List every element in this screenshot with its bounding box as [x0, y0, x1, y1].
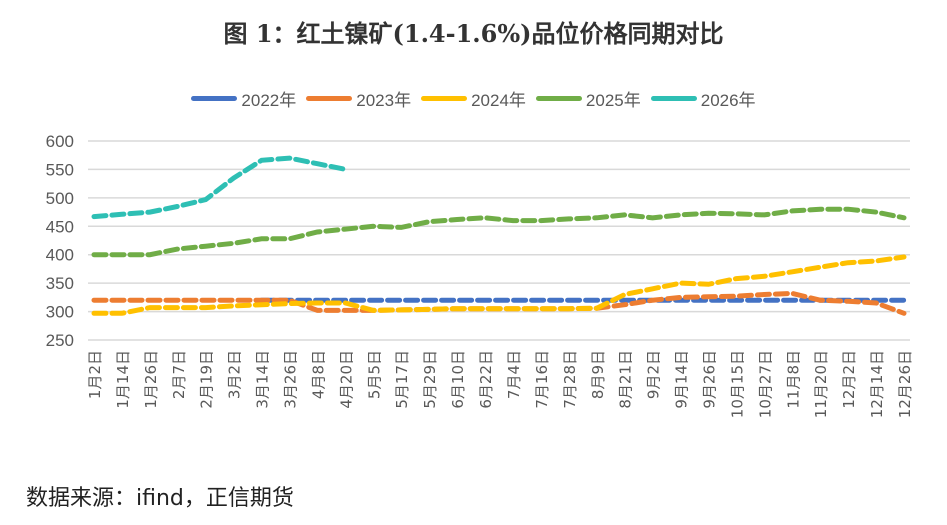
y-tick-label: 550 — [46, 160, 74, 179]
legend-swatch — [650, 96, 697, 101]
legend-label: 2026年 — [700, 91, 756, 110]
x-tick-label: 8月9日 — [589, 350, 607, 399]
y-tick-label: 600 — [46, 132, 74, 151]
legend-swatch — [191, 96, 238, 101]
x-tick-label: 12月26日 — [896, 350, 914, 418]
x-tick-label: 2月7日 — [170, 350, 188, 399]
legend-swatch — [421, 96, 468, 101]
x-tick-label: 5月17日 — [393, 350, 411, 409]
x-tick-label: 12月2日 — [840, 350, 858, 409]
x-tick-label: 9月26日 — [700, 350, 718, 409]
legend-item: 2023年 — [306, 86, 411, 111]
y-tick-label: 350 — [46, 274, 74, 293]
x-tick-label: 5月29日 — [421, 350, 439, 409]
x-tick-label: 3月14日 — [254, 350, 272, 409]
legend-label: 2023年 — [356, 91, 412, 110]
x-tick-label: 1月2日 — [86, 350, 104, 399]
legend-label: 2022年 — [241, 91, 297, 110]
x-tick-label: 9月2日 — [645, 350, 663, 399]
x-tick-label: 3月26日 — [282, 350, 300, 409]
x-tick-label: 1月26日 — [142, 350, 160, 409]
y-tick-label: 450 — [46, 217, 74, 236]
legend-swatch — [535, 96, 582, 101]
y-tick-label: 250 — [46, 331, 74, 350]
series-line-2025年 — [91, 206, 907, 258]
legend-label: 2025年 — [585, 91, 641, 110]
data-source: 数据来源：ifind，正信期货 — [26, 486, 294, 511]
chart-title: 图 1：红土镍矿(1.4-1.6%)品位价格同期对比 — [223, 19, 724, 48]
y-tick-label: 400 — [46, 246, 74, 265]
x-tick-label: 7月4日 — [505, 350, 523, 399]
legend-item: 2026年 — [650, 86, 756, 111]
x-tick-label: 7月28日 — [561, 350, 579, 409]
x-tick-label: 10月27日 — [756, 350, 774, 418]
x-tick-label: 3月2日 — [226, 350, 244, 399]
x-tick-label: 11月20日 — [812, 350, 830, 418]
y-tick-label: 500 — [46, 189, 74, 208]
x-tick-label: 5月5日 — [365, 350, 383, 399]
x-tick-label: 8月21日 — [617, 350, 635, 409]
series-line-2024年 — [91, 254, 907, 316]
x-tick-label: 6月10日 — [449, 350, 467, 409]
x-tick-label: 10月15日 — [728, 350, 746, 418]
x-tick-label: 6月22日 — [477, 350, 495, 409]
legend-item: 2025年 — [535, 86, 641, 111]
x-tick-label: 11月8日 — [784, 350, 802, 409]
x-tick-label: 2月19日 — [198, 350, 216, 409]
y-tick-label: 300 — [46, 303, 74, 322]
x-tick-label: 12月14日 — [868, 350, 886, 418]
x-tick-label: 9月14日 — [673, 350, 691, 409]
legend-item: 2022年 — [191, 86, 296, 111]
x-tick-label: 4月20日 — [337, 350, 355, 409]
line-chart: 600 550 500 450 400 350 300 250 1月2日 1月14日 1月26日 2月… — [46, 132, 914, 418]
legend-label: 2024年 — [471, 91, 526, 110]
x-tick-label: 4月8日 — [309, 350, 327, 399]
x-tick-label: 1月14日 — [114, 350, 132, 409]
series-line-2026年 — [91, 155, 348, 220]
legend: 2022年 2023年 2024年 2025年 2026年 — [0, 86, 947, 111]
legend-item: 2024年 — [421, 86, 526, 111]
legend-swatch — [306, 96, 353, 101]
x-tick-label: 7月16日 — [533, 350, 551, 409]
